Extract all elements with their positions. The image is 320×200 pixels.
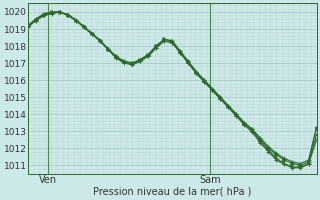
X-axis label: Pression niveau de la mer( hPa ): Pression niveau de la mer( hPa ) xyxy=(93,187,252,197)
